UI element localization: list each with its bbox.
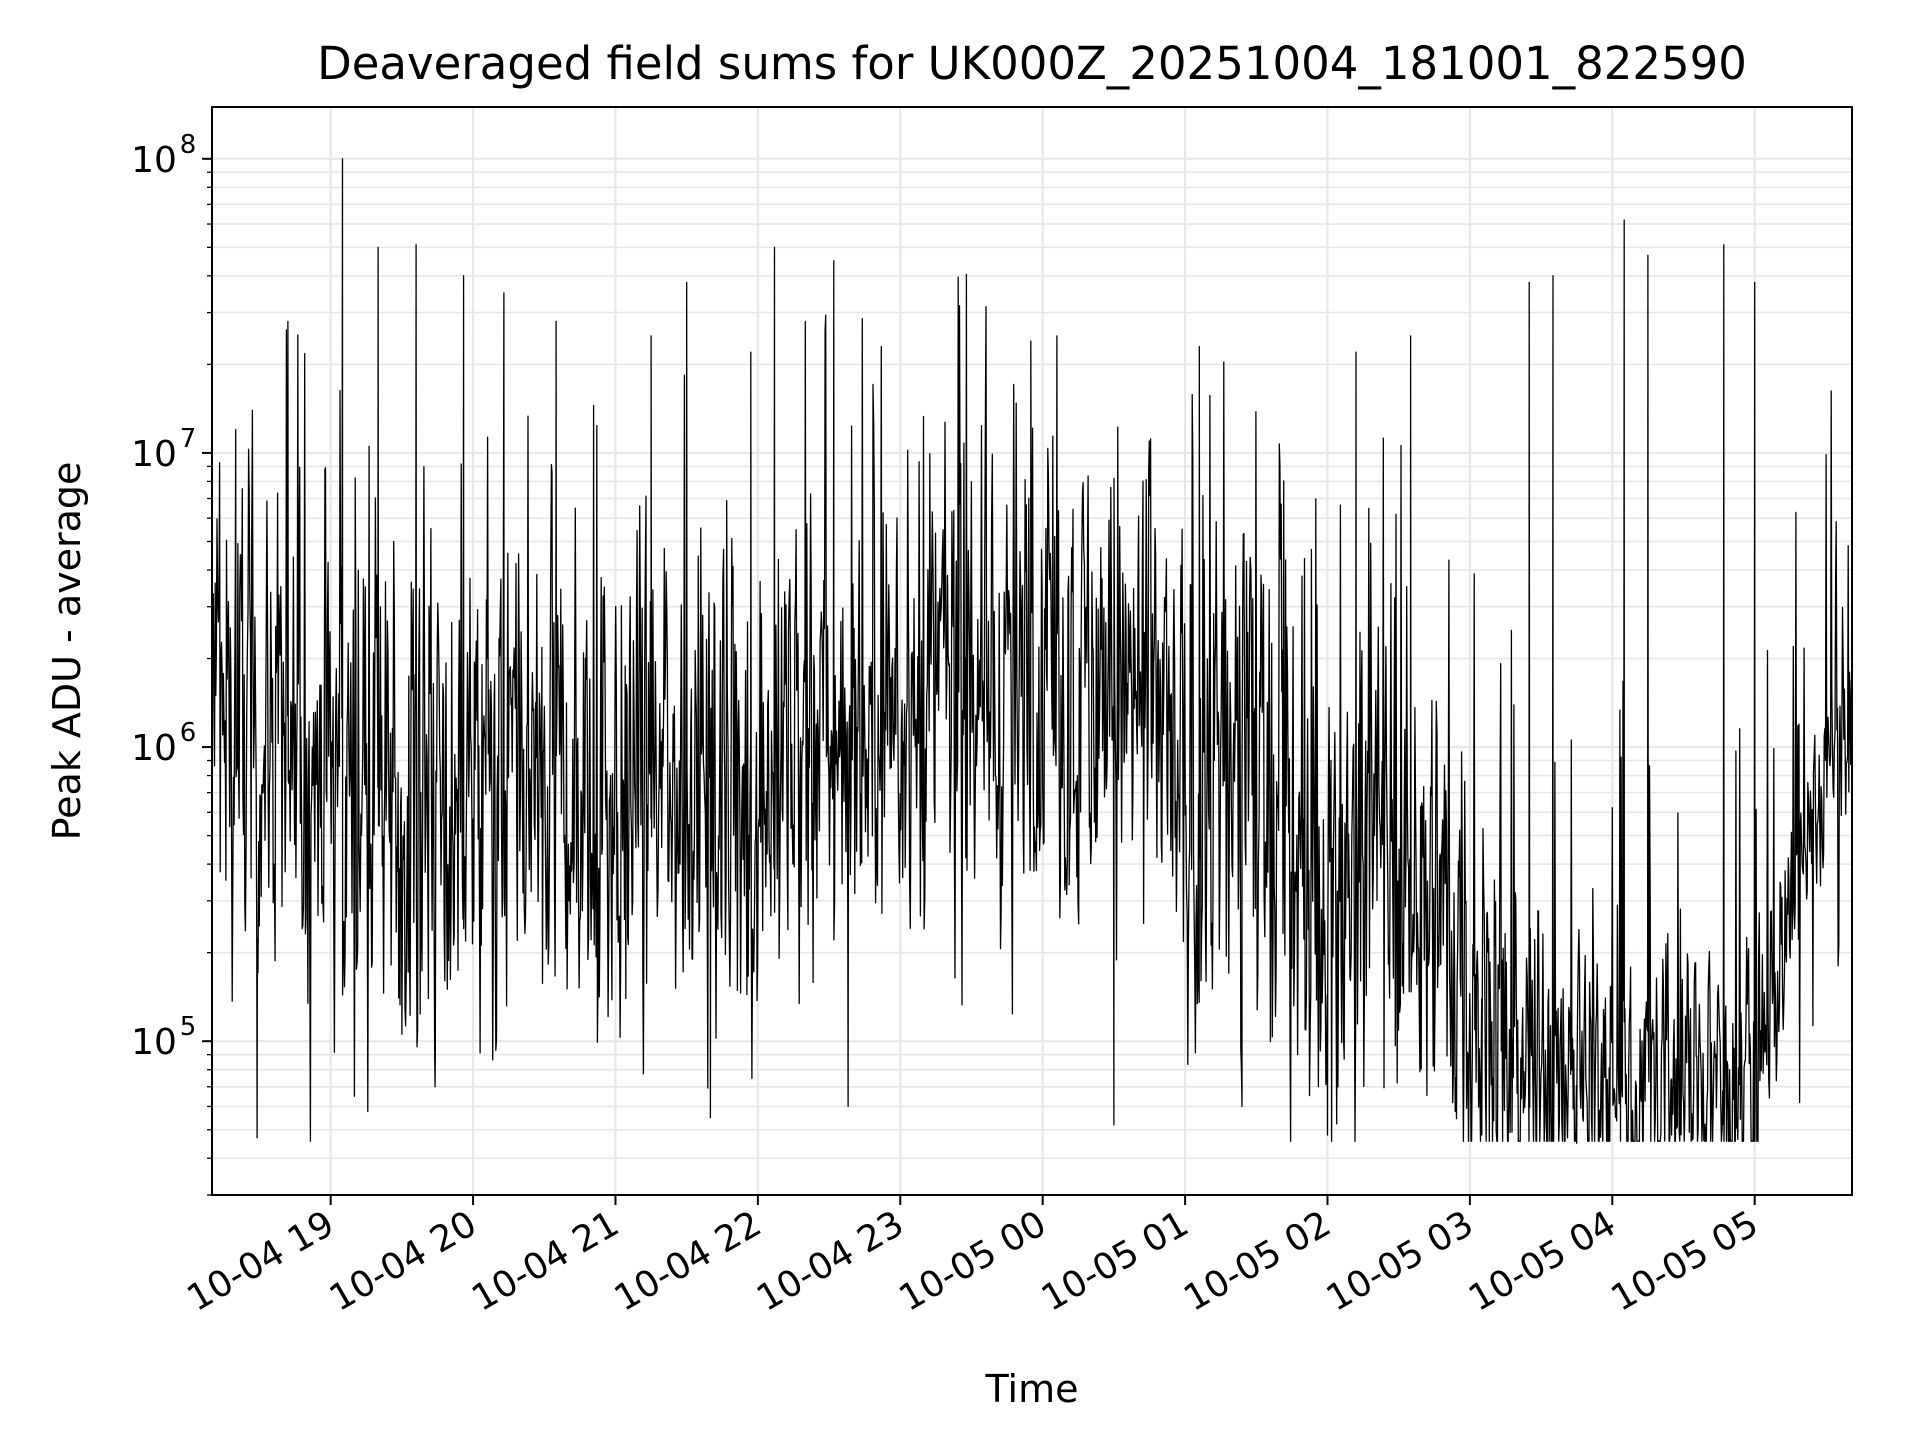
plot-frame — [211, 106, 1853, 1196]
series-layer — [212, 158, 1852, 1144]
chart-title: Deaveraged field sums for UK000Z_2025100… — [317, 37, 1747, 90]
series-line — [212, 158, 1852, 1144]
y-tick-exponent: 7 — [180, 424, 197, 454]
y-tick-label: 10 — [131, 728, 177, 769]
y-tick-label: 10 — [131, 434, 177, 475]
y-tick-exponent: 8 — [180, 130, 197, 160]
y-tick-label: 10 — [131, 1022, 177, 1063]
y-tick-exponent: 5 — [180, 1012, 197, 1042]
y-tick-exponent: 6 — [180, 718, 197, 748]
x-axis-label: Time — [985, 1367, 1079, 1411]
y-axis-label: Peak ADU - average — [45, 462, 89, 841]
y-tick-label: 10 — [131, 140, 177, 181]
